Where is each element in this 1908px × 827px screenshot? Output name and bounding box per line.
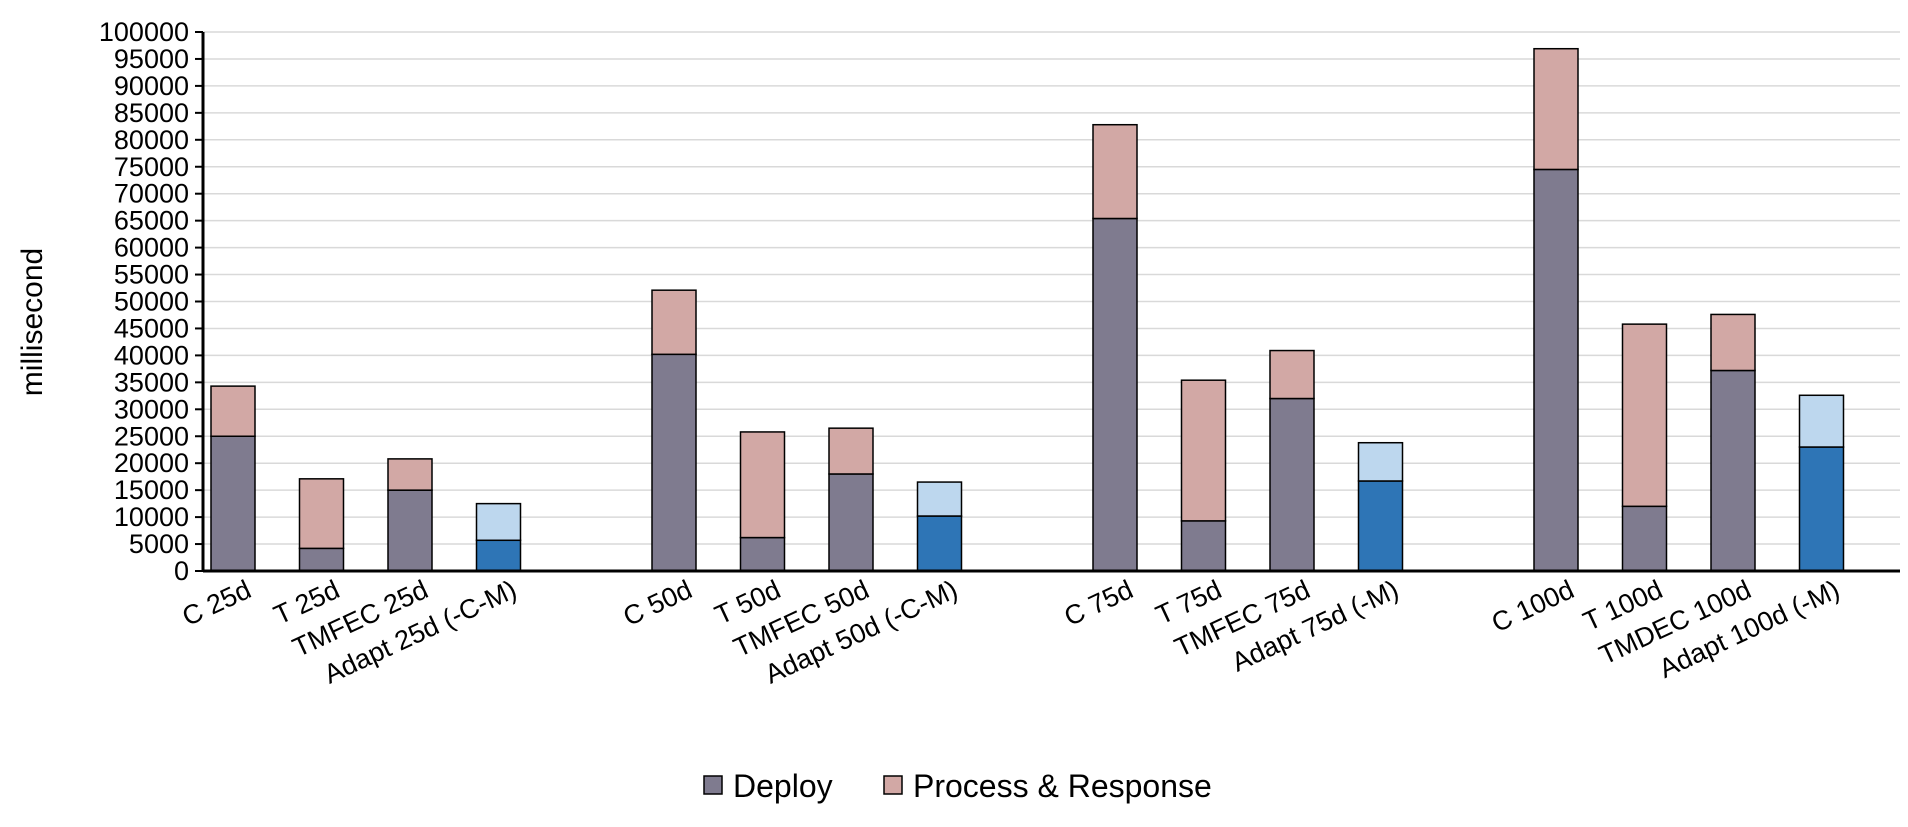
y-tick-label: 20000 bbox=[114, 448, 189, 478]
legend: Deploy Process & Response bbox=[703, 768, 1212, 804]
y-tick-label: 50000 bbox=[114, 287, 189, 317]
y-axis-title: millisecond bbox=[16, 248, 49, 396]
bar-deploy bbox=[739, 536, 786, 572]
bar-process-response bbox=[916, 481, 963, 517]
y-tick-label: 5000 bbox=[129, 529, 189, 559]
bar-deploy bbox=[1180, 520, 1227, 572]
bars bbox=[210, 47, 1845, 572]
y-tick-label: 25000 bbox=[114, 421, 189, 451]
legend-label-deploy: Deploy bbox=[733, 768, 833, 804]
y-tick-label: 65000 bbox=[114, 206, 189, 236]
bar-deploy bbox=[1269, 397, 1315, 572]
x-tick-label: C 75d bbox=[1060, 574, 1138, 632]
y-tick-labels: 0500010000150002000025000300003500040000… bbox=[99, 17, 203, 586]
y-tick-label: 70000 bbox=[114, 179, 189, 209]
y-tick-label: 80000 bbox=[114, 125, 189, 155]
bar-deploy bbox=[210, 435, 256, 572]
y-tick-label: 40000 bbox=[114, 340, 189, 370]
bar-deploy bbox=[1798, 446, 1845, 572]
legend-label-process-response: Process & Response bbox=[913, 768, 1212, 804]
bar-process-response bbox=[739, 431, 786, 539]
bar-deploy bbox=[1710, 369, 1756, 572]
legend-swatch-deploy bbox=[703, 775, 723, 795]
y-tick-label: 95000 bbox=[114, 44, 189, 74]
bar-process-response bbox=[1180, 379, 1227, 522]
bar-process-response bbox=[651, 289, 697, 356]
bar-process-response bbox=[1710, 313, 1756, 372]
bar-process-response bbox=[1357, 441, 1404, 482]
bar-deploy bbox=[828, 473, 874, 572]
y-tick-label: 0 bbox=[174, 556, 189, 586]
bar-process-response bbox=[387, 458, 433, 491]
legend-swatch-process-response bbox=[883, 775, 903, 795]
y-tick-label: 15000 bbox=[114, 475, 189, 505]
bar-deploy bbox=[298, 547, 345, 572]
y-tick-label: 45000 bbox=[114, 313, 189, 343]
y-tick-label: 55000 bbox=[114, 260, 189, 290]
bar-process-response bbox=[828, 427, 874, 475]
x-tick-label: C 50d bbox=[619, 574, 697, 632]
bar-process-response bbox=[475, 502, 522, 542]
bar-deploy bbox=[387, 489, 433, 572]
bar-process-response bbox=[1269, 349, 1315, 400]
bar-deploy bbox=[651, 353, 697, 572]
y-tick-label: 85000 bbox=[114, 98, 189, 128]
y-tick-label: 60000 bbox=[114, 233, 189, 263]
bar-process-response bbox=[1798, 394, 1845, 448]
bar-process-response bbox=[1533, 47, 1579, 171]
y-tick-label: 75000 bbox=[114, 152, 189, 182]
y-tick-label: 10000 bbox=[114, 502, 189, 532]
x-tick-label: C 25d bbox=[178, 574, 256, 632]
bar-process-response bbox=[298, 478, 345, 550]
bar-process-response bbox=[1092, 123, 1138, 220]
bar-deploy bbox=[1092, 217, 1138, 572]
bar-deploy bbox=[916, 515, 963, 572]
y-tick-label: 90000 bbox=[114, 71, 189, 101]
bar-process-response bbox=[1621, 323, 1668, 508]
y-tick-label: 30000 bbox=[114, 394, 189, 424]
y-tick-label: 35000 bbox=[114, 367, 189, 397]
grid-lines bbox=[203, 31, 1900, 545]
bar-deploy bbox=[1621, 505, 1668, 572]
bar-deploy bbox=[1533, 168, 1579, 572]
bar-deploy bbox=[475, 539, 522, 572]
bar-process-response bbox=[210, 385, 256, 437]
y-tick-label: 100000 bbox=[99, 17, 189, 47]
bar-deploy bbox=[1357, 480, 1404, 572]
x-tick-label: C 100d bbox=[1487, 574, 1579, 638]
